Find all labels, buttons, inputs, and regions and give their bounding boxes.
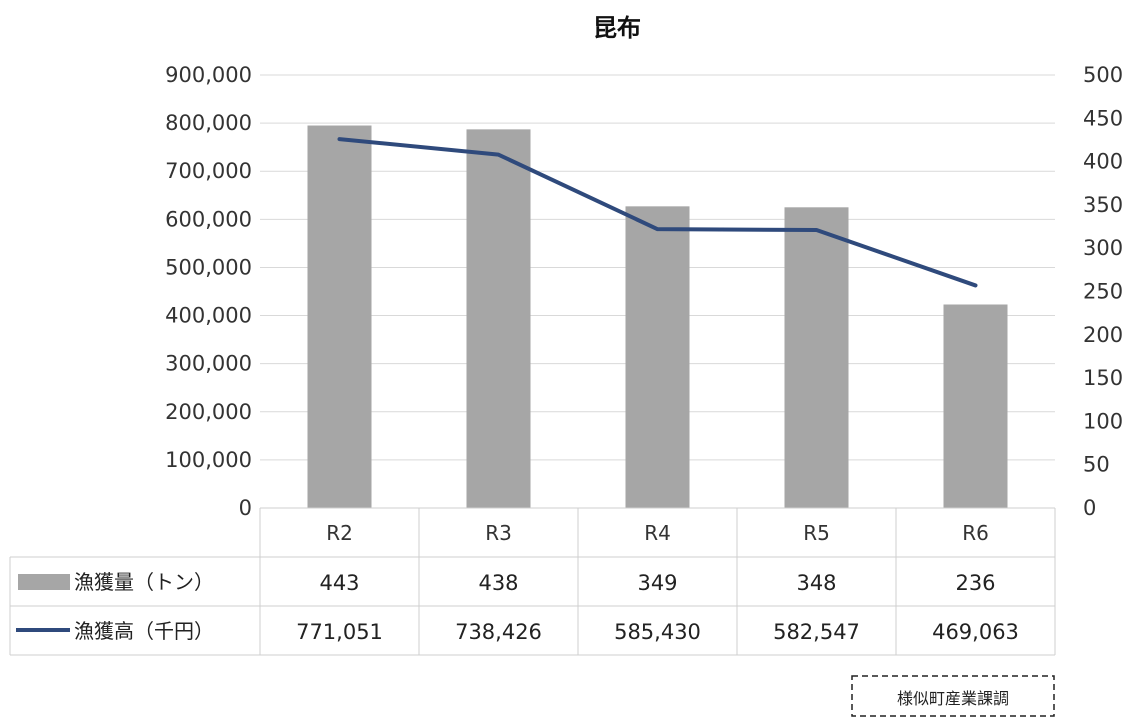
legend-label-catch: 漁獲量（トン） [74,570,214,594]
left-tick-label: 300,000 [165,352,252,376]
category-label: R3 [485,521,512,545]
left-tick-label: 400,000 [165,304,252,328]
left-tick-label: 800,000 [165,111,252,135]
right-tick-label: 450 [1083,106,1123,130]
left-tick-label: 200,000 [165,400,252,424]
table-cell-catch: 349 [637,571,677,595]
table-cell-catch: 348 [796,571,836,595]
left-axis: 900,000 800,000 700,000 600,000 500,000 400,0… [165,63,252,520]
table-cell-catch: 236 [955,571,995,595]
legend-key-bar [18,574,70,590]
bar-series [307,125,1008,509]
table-cell-catch: 438 [478,571,518,595]
left-tick-label: 500,000 [165,255,252,279]
category-label: R2 [326,521,353,545]
table-cell-value: 771,051 [296,620,383,644]
right-tick-label: 350 [1083,193,1123,217]
right-tick-label: 0 [1083,496,1096,520]
right-tick-label: 250 [1083,280,1123,304]
category-label: R6 [962,521,989,545]
right-tick-label: 200 [1083,323,1123,347]
table-cell-value: 469,063 [932,620,1019,644]
data-table: R2 R3 R4 R5 R6 漁獲量（トン） 漁獲高（千円） 443 438 349 348 236 7… [9,507,1056,656]
bar [625,206,690,509]
category-label: R5 [803,521,830,545]
table-cell-catch: 443 [319,571,359,595]
source-box: 様似町産業課調 [851,675,1055,717]
legend-label-value: 漁獲高（千円） [74,619,214,643]
line-series [337,137,978,288]
right-tick-label: 500 [1083,63,1123,87]
left-tick-label: 700,000 [165,159,252,183]
left-tick-label: 100,000 [165,448,252,472]
bar [466,129,531,509]
bar [784,207,849,509]
table-cell-value: 738,426 [455,620,542,644]
right-tick-label: 400 [1083,150,1123,174]
source-note: 様似町産業課調 [897,689,1009,708]
category-label: R4 [644,521,671,545]
right-tick-label: 150 [1083,366,1123,390]
right-tick-label: 50 [1083,453,1110,477]
source-box-border [851,675,1055,717]
chart-title: 昆布 [593,14,641,42]
bar [307,125,372,509]
table-cell-value: 585,430 [614,620,701,644]
right-tick-label: 100 [1083,409,1123,433]
table-cell-value: 582,547 [773,620,860,644]
left-tick-label: 900,000 [165,63,252,87]
left-tick-label: 0 [239,496,252,520]
bar [943,304,1008,508]
right-tick-label: 300 [1083,236,1123,260]
left-tick-label: 600,000 [165,207,252,231]
